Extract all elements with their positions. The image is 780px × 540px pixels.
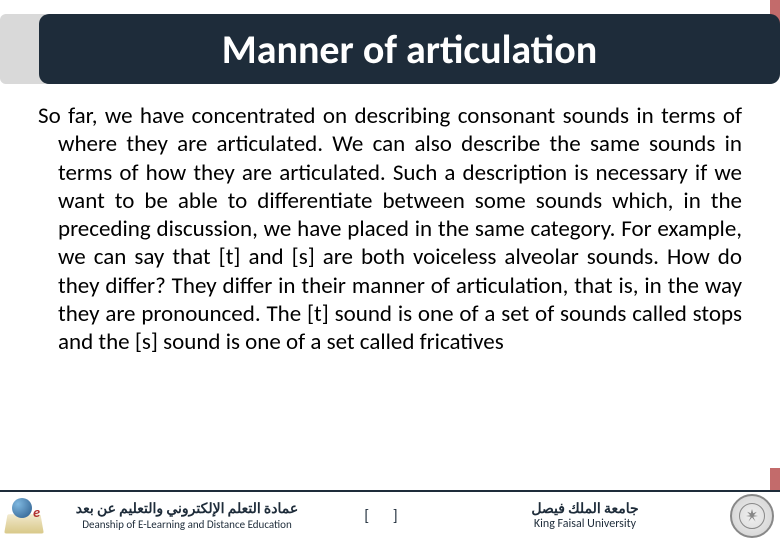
body-text-content: So far, we have concentrated on describi… xyxy=(38,102,742,357)
body-paragraph: So far, we have concentrated on describi… xyxy=(38,102,742,357)
deanship-name-en: Deanship of E-Learning and Distance Educ… xyxy=(48,518,326,532)
footer-university-seal xyxy=(724,492,780,540)
university-name-ar: جامعة الملك فيصل xyxy=(446,500,724,518)
footer-university: جامعة الملك فيصل King Faisal University xyxy=(446,500,724,533)
footer-elearn-logo: e xyxy=(0,492,48,540)
elearn-icon: e xyxy=(6,498,42,534)
footer-brackets: [ ] xyxy=(326,507,446,526)
university-seal-icon xyxy=(730,494,774,538)
deanship-name-ar: عمادة التعلم الإلكتروني والتعليم عن بعد xyxy=(48,500,326,518)
footer: e عمادة التعلم الإلكتروني والتعليم عن بع… xyxy=(0,490,780,540)
header-bar: Manner of articulation xyxy=(0,14,780,84)
footer-deanship: عمادة التعلم الإلكتروني والتعليم عن بعد … xyxy=(48,500,326,531)
university-name-en: King Faisal University xyxy=(446,517,724,532)
accent-bottom-right xyxy=(770,468,780,490)
header-main: Manner of articulation xyxy=(39,14,780,84)
page-title: Manner of articulation xyxy=(222,25,597,74)
